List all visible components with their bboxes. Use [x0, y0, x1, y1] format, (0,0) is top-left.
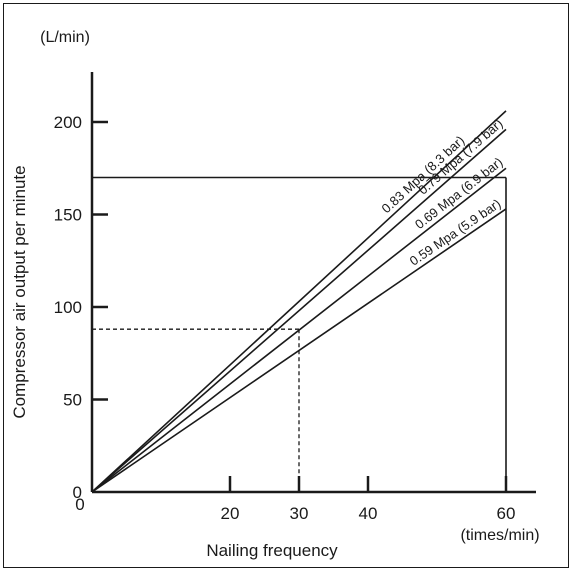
- x-tick-label-40: 40: [359, 504, 378, 523]
- y-tick-label-200: 200: [54, 113, 82, 132]
- y-tick-label-100: 100: [54, 298, 82, 317]
- series-label-4: 0.59 Mpa (5.9 bar): [407, 196, 504, 269]
- axes: [90, 72, 536, 494]
- x-tick-label-30: 30: [290, 504, 309, 523]
- chart-frame: [3, 3, 569, 568]
- y-axis-title: Compressor air output per minute: [10, 165, 29, 418]
- series-line-4: [91, 208, 507, 493]
- x-tick-label-20: 20: [221, 504, 240, 523]
- y-tick-label-50: 50: [63, 391, 82, 410]
- x-axis-title: Nailing frequency: [206, 541, 338, 560]
- origin-label: 0: [75, 495, 84, 514]
- y-unit-label: (L/min): [40, 29, 90, 46]
- series-line-1: [91, 110, 507, 493]
- x-tick-label-60: 60: [497, 504, 516, 523]
- reference-lines: [92, 176, 507, 492]
- x-unit-label: (times/min): [460, 527, 539, 544]
- y-tick-label-0: 0: [73, 483, 82, 502]
- series-line-2: [91, 128, 507, 493]
- series-lines: [91, 110, 507, 493]
- series-line-3: [91, 167, 507, 493]
- y-tick-label-150: 150: [54, 206, 82, 225]
